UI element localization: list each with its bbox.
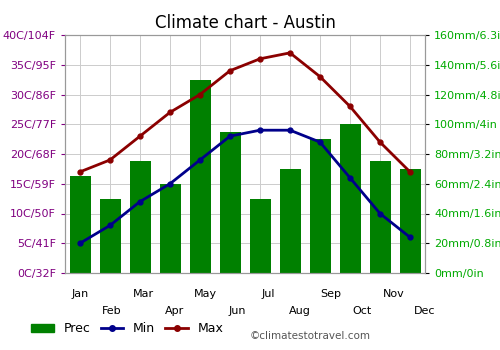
Text: ©climatestotravel.com: ©climatestotravel.com	[250, 331, 371, 341]
Bar	[190, 80, 210, 273]
Bar	[340, 124, 360, 273]
Text: Jul: Jul	[262, 289, 275, 299]
Title: Climate chart - Austin: Climate chart - Austin	[154, 14, 336, 32]
Text: Jan: Jan	[72, 289, 90, 299]
Bar	[70, 176, 90, 273]
Text: Oct: Oct	[353, 306, 372, 316]
Bar	[130, 161, 150, 273]
Bar	[250, 199, 270, 273]
Text: Apr: Apr	[165, 306, 184, 316]
Bar	[160, 184, 180, 273]
Text: Mar: Mar	[132, 289, 154, 299]
Bar	[220, 132, 240, 273]
Text: May: May	[194, 289, 218, 299]
Text: Aug: Aug	[289, 306, 310, 316]
Bar	[280, 169, 300, 273]
Bar	[100, 199, 120, 273]
Bar	[310, 139, 330, 273]
Bar	[370, 161, 390, 273]
Text: Jun: Jun	[228, 306, 246, 316]
Text: Dec: Dec	[414, 306, 436, 316]
Text: Sep: Sep	[320, 289, 342, 299]
Bar	[400, 169, 420, 273]
Text: Feb: Feb	[102, 306, 122, 316]
Legend: Prec, Min, Max: Prec, Min, Max	[26, 317, 228, 340]
Text: Nov: Nov	[383, 289, 404, 299]
